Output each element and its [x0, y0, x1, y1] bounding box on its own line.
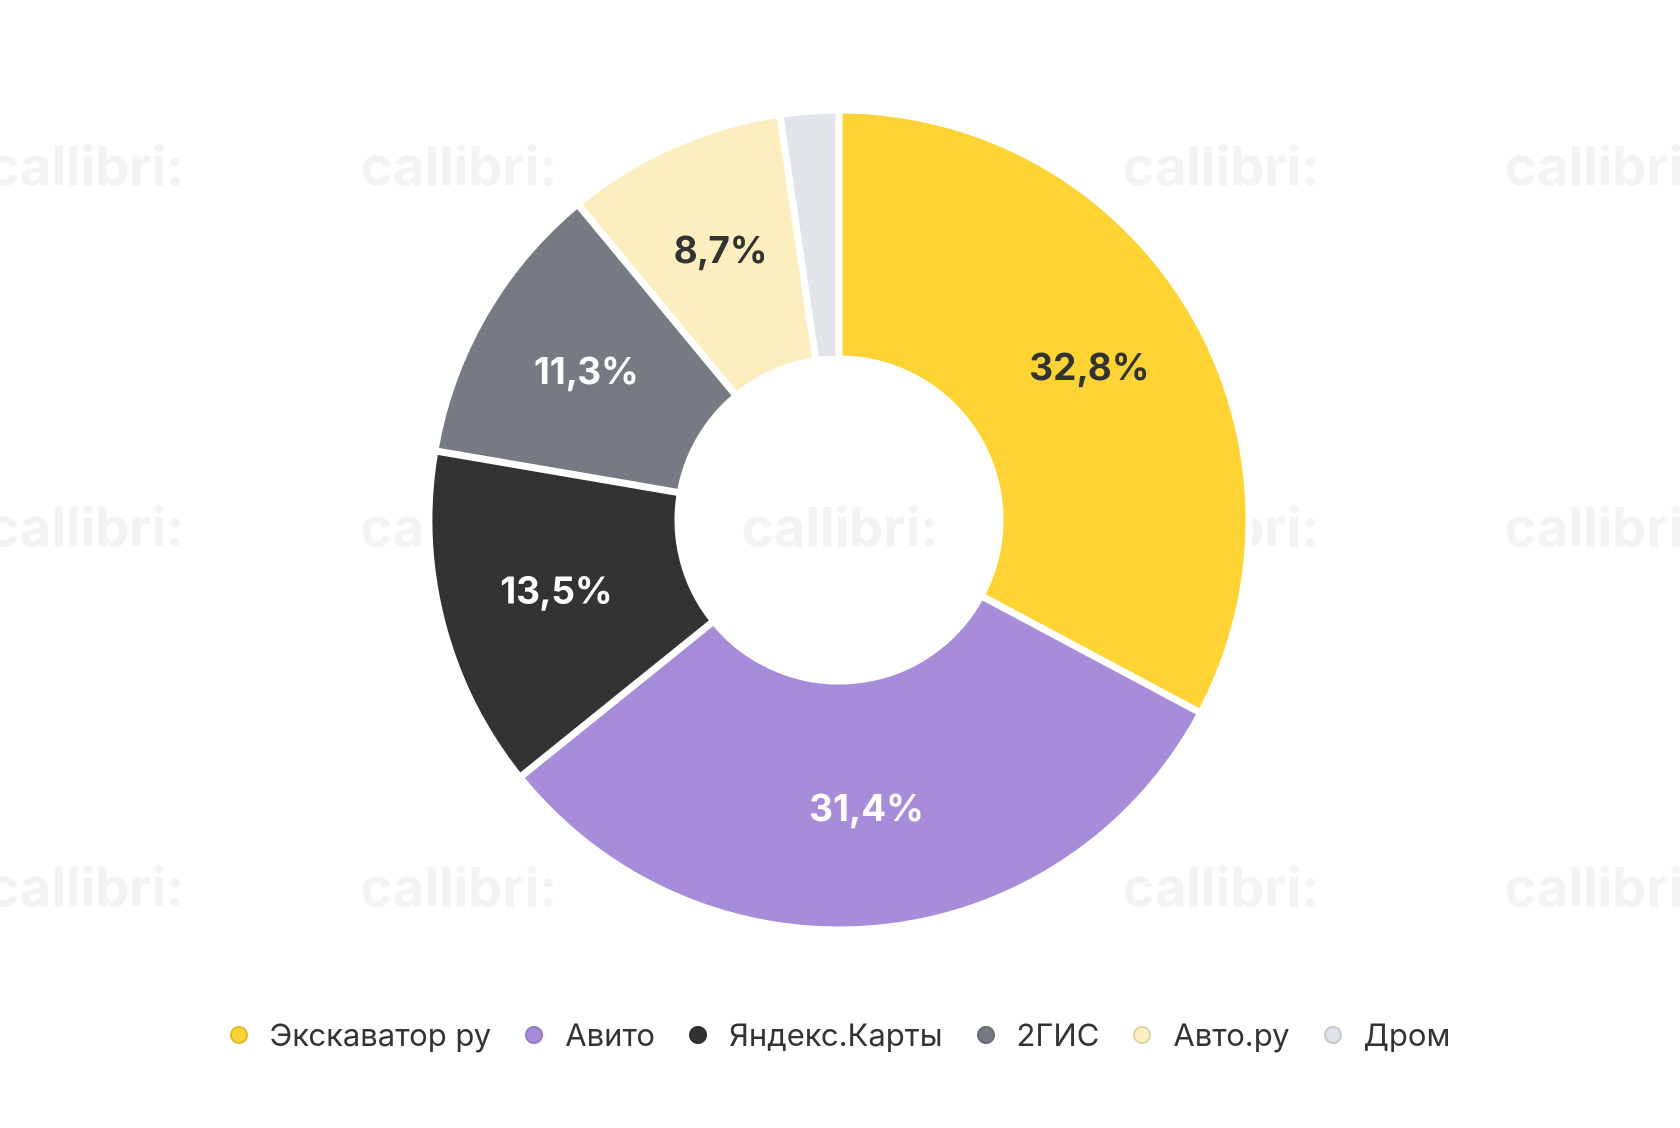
legend-label: Яндекс.Карты: [728, 1016, 943, 1054]
watermark: callibri:: [361, 135, 558, 200]
legend-swatch: [525, 1026, 544, 1044]
legend-item: Экскаватор ру: [229, 1016, 492, 1054]
data-label: 11,3%: [534, 348, 639, 393]
legend-swatch: [688, 1026, 707, 1044]
donut-segment: [574, 110, 820, 400]
watermark: callibri:: [1505, 856, 1680, 921]
data-label: 31,4%: [809, 785, 924, 830]
donut-segment: [425, 447, 718, 781]
watermark: callibri:: [361, 856, 558, 921]
legend-item: Дром: [1323, 1016, 1451, 1054]
legend-label: 2ГИС: [1016, 1016, 1100, 1054]
watermark: callibri:: [1505, 496, 1680, 561]
watermark: callibri:: [742, 496, 939, 561]
watermark: callibri:: [0, 135, 184, 200]
legend-item: Авто.ру: [1133, 1016, 1290, 1054]
chart: callibri: callibri: callibri: callibri: call…: [0, 106, 1680, 934]
legend-item: 2ГИС: [976, 1016, 1100, 1054]
data-label: 32,8%: [1029, 344, 1149, 389]
data-label: 13,5%: [500, 568, 612, 613]
data-label: 8,7%: [674, 227, 768, 272]
legend-label: Авито: [565, 1016, 655, 1054]
legend-swatch: [1323, 1026, 1342, 1044]
watermark: callibri:: [1123, 856, 1320, 921]
legend-item: Яндекс.Карты: [688, 1016, 943, 1054]
legend-swatch: [1133, 1026, 1152, 1044]
donut-segment: [776, 106, 843, 365]
legend-swatch: [229, 1026, 248, 1044]
legend: Экскаватор ру Авито Яндекс.Карты 2ГИС Авто.р…: [0, 1010, 1680, 1060]
legend-label: Авто.ру: [1173, 1016, 1290, 1054]
legend-label: Экскаватор ру: [269, 1016, 492, 1054]
legend-label: Дром: [1363, 1016, 1451, 1054]
watermark: callibri:: [1123, 135, 1320, 200]
donut-segment: [516, 592, 1205, 934]
legend-item: Авито: [525, 1017, 655, 1054]
donut-segment: [835, 106, 1253, 717]
watermark: callibri:: [1505, 135, 1680, 200]
legend-swatch: [976, 1026, 995, 1044]
watermark: callibri:: [0, 496, 184, 561]
watermark: callibri:: [0, 856, 184, 921]
donut-segment: [431, 200, 740, 497]
